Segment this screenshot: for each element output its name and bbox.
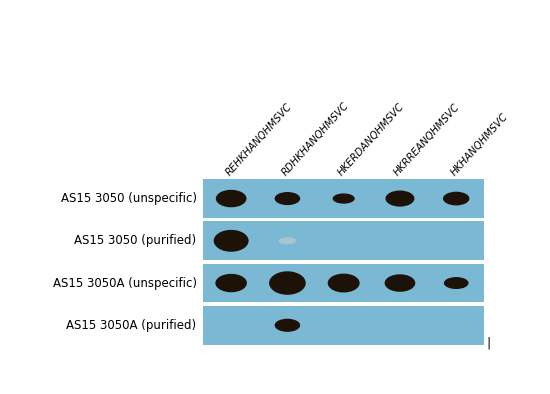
Text: REHKHANQHMSVC: REHKHANQHMSVC [224,102,294,178]
Ellipse shape [274,319,300,332]
Ellipse shape [216,190,246,207]
Ellipse shape [443,192,470,205]
Ellipse shape [386,191,415,206]
FancyBboxPatch shape [203,221,485,260]
Text: RDHKHANQHMSVC: RDHKHANQHMSVC [280,100,351,178]
Text: HKERDANQHMSVC: HKERDANQHMSVC [336,101,406,178]
FancyBboxPatch shape [203,264,485,302]
FancyBboxPatch shape [203,306,485,345]
Ellipse shape [333,193,355,204]
Text: AS15 3050A (unspecific): AS15 3050A (unspecific) [53,277,197,290]
Ellipse shape [278,237,296,244]
FancyBboxPatch shape [203,179,485,218]
Ellipse shape [384,274,415,292]
Text: HKHANQHMSVC: HKHANQHMSVC [449,112,510,178]
Ellipse shape [216,274,247,292]
Ellipse shape [274,192,300,205]
Text: AS15 3050A (purified): AS15 3050A (purified) [67,319,197,332]
Text: HKRREANQHMSVC: HKRREANQHMSVC [393,102,462,178]
Ellipse shape [269,271,306,295]
Text: AS15 3050 (unspecific): AS15 3050 (unspecific) [60,192,197,205]
Text: AS15 3050 (purified): AS15 3050 (purified) [74,234,197,247]
Ellipse shape [328,273,360,292]
Ellipse shape [444,277,469,289]
Ellipse shape [213,230,249,252]
Text: |: | [487,336,491,349]
